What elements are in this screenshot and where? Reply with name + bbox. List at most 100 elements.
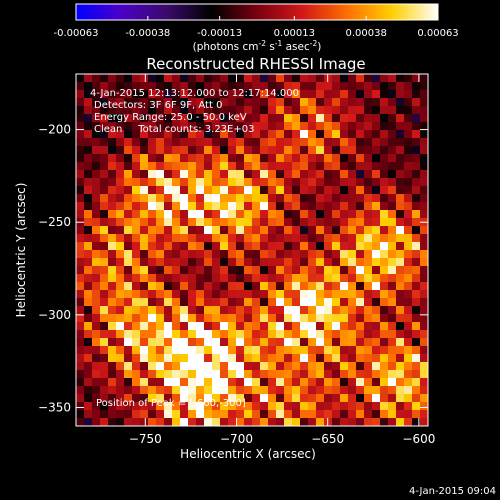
heatmap-cell [116, 386, 125, 395]
heatmap-cell [300, 122, 309, 131]
heatmap-cell [140, 154, 149, 163]
heatmap-cell [100, 338, 109, 347]
heatmap-cell [180, 98, 189, 107]
heatmap-cell [348, 170, 357, 179]
heatmap-cell [188, 114, 197, 123]
heatmap-cell [188, 154, 197, 163]
heatmap-cell [236, 194, 245, 203]
heatmap-cell [100, 242, 109, 251]
heatmap-cell [404, 266, 413, 275]
heatmap-cell [412, 402, 421, 411]
heatmap-cell [84, 410, 93, 419]
heatmap-cell [76, 170, 85, 179]
heatmap-cell [388, 146, 397, 155]
heatmap-cell [364, 98, 373, 107]
heatmap-cell [100, 178, 109, 187]
heatmap-cell [140, 130, 149, 139]
heatmap-cell [292, 322, 301, 331]
heatmap-cell [372, 234, 381, 243]
heatmap-cell [156, 154, 165, 163]
heatmap-cell [180, 258, 189, 267]
heatmap-cell [324, 154, 333, 163]
heatmap-cell [324, 218, 333, 227]
heatmap-cell [388, 242, 397, 251]
heatmap-cell [156, 122, 165, 131]
heatmap-cell [404, 402, 413, 411]
heatmap-cell [228, 178, 237, 187]
heatmap-cell [420, 162, 428, 171]
heatmap-cell [420, 90, 428, 99]
heatmap-cell [84, 114, 93, 123]
heatmap-cell [172, 378, 181, 387]
axis-ticks: −750 −700 −650 −600−200−250−300−350 [38, 74, 435, 446]
heatmap-cell [84, 234, 93, 243]
heatmap-cell [284, 210, 293, 219]
heatmap-cell [204, 82, 213, 91]
heatmap-cell [180, 242, 189, 251]
heatmap-cell [92, 130, 101, 139]
heatmap-cell [108, 218, 117, 227]
heatmap-cell [324, 322, 333, 331]
heatmap-cell [412, 298, 421, 307]
heatmap-cell [244, 298, 253, 307]
heatmap-cell [212, 82, 221, 91]
heatmap-cell [316, 130, 325, 139]
heatmap-cell [268, 370, 277, 379]
heatmap-cell [180, 418, 189, 426]
heatmap-cell [412, 354, 421, 363]
heatmap-cell [380, 362, 389, 371]
heatmap-cell [420, 266, 428, 275]
heatmap-cell [252, 362, 261, 371]
heatmap-cell [220, 370, 229, 379]
heatmap-cell [188, 250, 197, 259]
heatmap-cell [220, 354, 229, 363]
heatmap-cell [268, 242, 277, 251]
heatmap-cell [348, 178, 357, 187]
heatmap-cell [140, 90, 149, 99]
heatmap-cell [212, 242, 221, 251]
heatmap-cell [132, 194, 141, 203]
heatmap-cell [212, 362, 221, 371]
heatmap-cell [140, 354, 149, 363]
heatmap-cell [76, 314, 85, 323]
heatmap-cell [404, 90, 413, 99]
heatmap-cell [212, 98, 221, 107]
heatmap-cell [300, 378, 309, 387]
heatmap-cell [84, 186, 93, 195]
heatmap-cell [292, 250, 301, 259]
heatmap-cell [244, 362, 253, 371]
heatmap-cell [188, 386, 197, 395]
heatmap-cell [204, 370, 213, 379]
heatmap-cell [356, 250, 365, 259]
heatmap-cell [324, 354, 333, 363]
heatmap-cell [188, 146, 197, 155]
heatmap-cell [244, 370, 253, 379]
heatmap-cell [308, 234, 317, 243]
heatmap-cell [348, 322, 357, 331]
heatmap-cell [84, 202, 93, 211]
heatmap-cell [404, 234, 413, 243]
heatmap-cell [172, 322, 181, 331]
heatmap-cell [148, 90, 157, 99]
heatmap-cell [284, 82, 293, 91]
heatmap-cell [372, 90, 381, 99]
heatmap-cell [196, 274, 205, 283]
heatmap-cell [356, 98, 365, 107]
heatmap-cell [116, 394, 125, 403]
heatmap-cell [308, 386, 317, 395]
heatmap-cell [156, 138, 165, 147]
heatmap-cell [292, 114, 301, 123]
heatmap-cell [148, 306, 157, 315]
heatmap-cell [140, 314, 149, 323]
heatmap-cell [84, 386, 93, 395]
heatmap-cell [172, 106, 181, 115]
heatmap-cell [300, 138, 309, 147]
heatmap-cell [100, 202, 109, 211]
heatmap-cell [180, 322, 189, 331]
heatmap-cell [236, 314, 245, 323]
heatmap-cell [348, 338, 357, 347]
heatmap-cell [300, 274, 309, 283]
heatmap-cell [372, 378, 381, 387]
heatmap-cell [100, 170, 109, 179]
